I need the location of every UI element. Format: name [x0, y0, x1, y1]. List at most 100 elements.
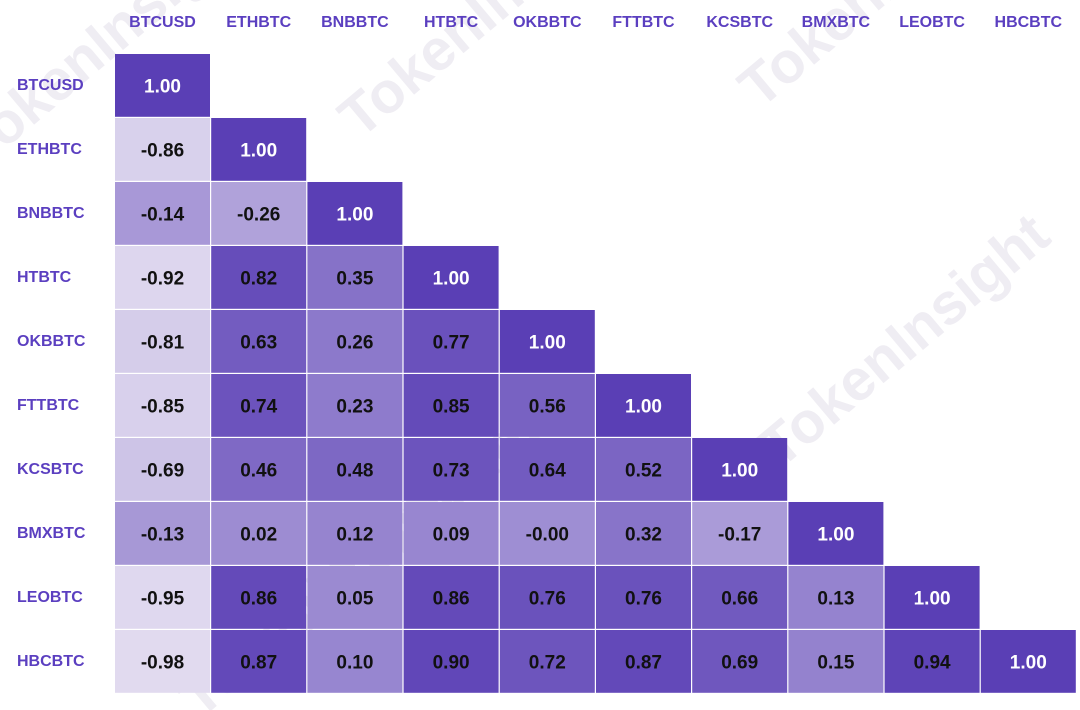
column-label: OKBBTC	[513, 14, 582, 31]
heatmap-cell	[980, 630, 1076, 693]
heatmap-cell	[115, 54, 210, 117]
cell-value-label: 0.94	[914, 652, 951, 673]
cell-value-label: -0.98	[141, 652, 184, 673]
cell-value-label: 0.52	[625, 460, 662, 481]
cell-value-label: 0.09	[433, 524, 470, 545]
heatmap-cell	[307, 246, 403, 309]
cell-value-label: -0.92	[141, 268, 184, 289]
row-label: KCSBTC	[17, 461, 84, 478]
cell-value-label: 0.72	[529, 652, 566, 673]
cell-value-label: 0.05	[336, 588, 373, 609]
heatmap-cell	[115, 246, 210, 309]
cell-value-label: 1.00	[817, 524, 854, 545]
heatmap-cell	[596, 566, 691, 629]
cell-value-label: 0.15	[817, 652, 854, 673]
heatmap-cell	[884, 566, 980, 629]
cell-value-label: 1.00	[1010, 652, 1047, 673]
column-label: LEOBTC	[899, 14, 965, 31]
cell-value-label: -0.14	[141, 204, 185, 225]
row-label: ETHBTC	[17, 141, 82, 158]
cell-value-label: 0.82	[240, 268, 277, 289]
heatmap-cell	[115, 630, 210, 693]
cell-value-label: 0.86	[433, 588, 470, 609]
heatmap-cell	[788, 502, 884, 565]
heatmap-cell	[403, 438, 499, 501]
cell-value-label: 0.63	[240, 332, 277, 353]
heatmap-cell	[211, 630, 307, 693]
cell-value-label: 0.23	[336, 396, 373, 417]
row-label: OKBBTC	[17, 333, 86, 350]
cell-value-label: -0.13	[141, 524, 184, 545]
cell-value-label: 0.56	[529, 396, 566, 417]
cell-value-label: -0.26	[237, 204, 280, 225]
heatmap-cell	[403, 566, 499, 629]
cell-value-label: 0.46	[240, 460, 277, 481]
heatmap-cell	[499, 502, 595, 565]
column-label: ETHBTC	[226, 14, 291, 31]
heatmap-cell	[596, 438, 691, 501]
cell-value-label: 1.00	[529, 332, 566, 353]
cell-value-label: 0.10	[336, 652, 373, 673]
heatmap-cell	[115, 566, 210, 629]
cell-value-label: 0.90	[433, 652, 470, 673]
cell-value-label: 0.85	[433, 396, 470, 417]
cell-value-label: 0.76	[529, 588, 566, 609]
cell-value-label: 1.00	[336, 204, 373, 225]
column-label: BNBBTC	[321, 14, 389, 31]
heatmap-cell	[211, 246, 307, 309]
heatmap-cell	[692, 566, 788, 629]
cell-value-label: 0.26	[336, 332, 373, 353]
heatmap-cell	[403, 246, 499, 309]
heatmap-cell	[211, 374, 307, 437]
heatmap-cell	[596, 630, 691, 693]
cell-value-label: 0.12	[336, 524, 373, 545]
heatmap-cell	[403, 630, 499, 693]
heatmap-cell	[211, 182, 307, 245]
cell-value-label: 0.64	[529, 460, 566, 481]
cell-value-label: 0.76	[625, 588, 662, 609]
cell-value-label: 1.00	[721, 460, 758, 481]
heatmap-cell	[499, 566, 595, 629]
cell-value-label: 0.74	[240, 396, 277, 417]
heatmap-cell	[307, 310, 403, 373]
cell-value-label: 0.48	[336, 460, 373, 481]
cell-value-label: -0.81	[141, 332, 185, 353]
heatmap-cell	[115, 502, 210, 565]
heatmap-cell	[307, 566, 403, 629]
row-label: FTTBTC	[17, 397, 80, 414]
heatmap-cell	[115, 182, 210, 245]
heatmap-cell	[115, 374, 210, 437]
heatmap-cell	[211, 502, 307, 565]
column-label: FTTBTC	[612, 14, 675, 31]
heatmap-cell	[692, 630, 788, 693]
cell-value-label: 0.77	[433, 332, 470, 353]
row-label: HBCBTC	[17, 653, 85, 670]
heatmap-cell	[403, 310, 499, 373]
cell-value-label: -0.17	[718, 524, 761, 545]
heatmap-cell	[307, 502, 403, 565]
column-label: HBCBTC	[995, 14, 1063, 31]
heatmap-cell	[499, 374, 595, 437]
heatmap-cell	[115, 310, 210, 373]
heatmap-cell	[115, 118, 210, 181]
heatmap-cell	[884, 630, 980, 693]
heatmap-cell	[403, 502, 499, 565]
heatmap-cell	[211, 438, 307, 501]
cell-value-label: 0.69	[721, 652, 758, 673]
row-label: LEOBTC	[17, 589, 83, 606]
heatmap-cell	[499, 630, 595, 693]
heatmap-cell	[115, 438, 210, 501]
row-label: HTBTC	[17, 269, 72, 286]
heatmap-cell	[499, 438, 595, 501]
heatmap-cell	[307, 182, 403, 245]
heatmap-cell	[596, 374, 691, 437]
heatmap-cell	[788, 566, 884, 629]
heatmap-cell	[499, 310, 595, 373]
row-label: BTCUSD	[17, 77, 84, 94]
cell-value-label: 1.00	[144, 76, 181, 97]
cell-value-label: -0.86	[141, 140, 184, 161]
cell-value-label: 0.87	[240, 652, 277, 673]
heatmap-cell	[403, 374, 499, 437]
cell-value-label: 0.02	[240, 524, 277, 545]
